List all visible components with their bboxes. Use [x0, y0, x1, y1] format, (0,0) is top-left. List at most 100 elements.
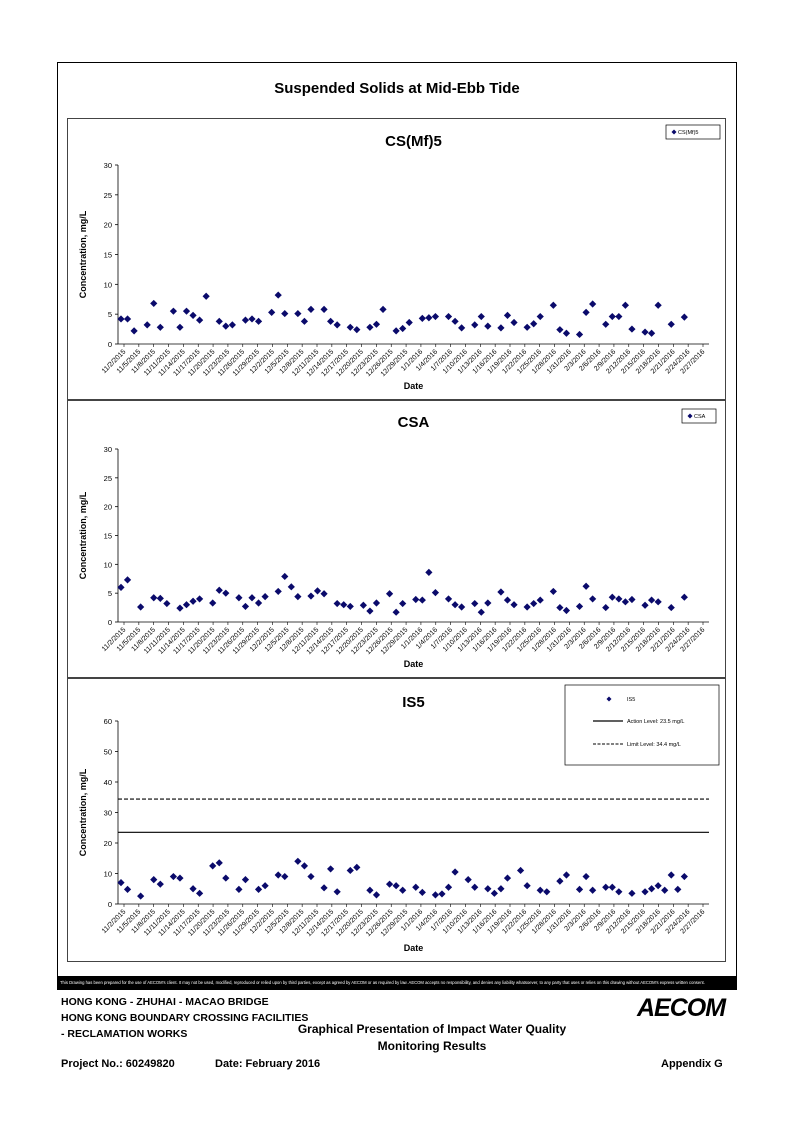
legend-box — [665, 124, 721, 140]
data-point — [425, 568, 433, 577]
data-point — [621, 598, 629, 606]
data-point — [438, 890, 446, 898]
data-point — [444, 883, 453, 891]
data-point — [176, 323, 184, 331]
data-point — [196, 316, 204, 324]
data-point — [621, 301, 629, 309]
data-point — [150, 299, 158, 308]
data-point — [471, 599, 479, 608]
data-point — [451, 868, 459, 876]
data-point — [471, 321, 479, 329]
legend-label: Limit Level: 34.4 mg/L — [627, 742, 681, 748]
data-point — [372, 891, 381, 899]
data-point — [130, 327, 138, 335]
data-point — [169, 307, 178, 315]
data-point — [300, 862, 309, 870]
data-point — [667, 603, 675, 612]
y-tick-label: 15 — [104, 251, 112, 260]
y-tick-label: 15 — [104, 532, 112, 541]
data-point — [123, 315, 132, 323]
data-point — [418, 596, 426, 604]
data-point — [261, 593, 269, 601]
data-point — [602, 603, 610, 612]
data-point — [274, 587, 282, 596]
data-point — [222, 874, 230, 882]
data-point — [608, 883, 616, 891]
x-axis-label: Date — [404, 381, 424, 391]
data-point — [254, 885, 263, 893]
data-point — [654, 301, 662, 309]
x-axis-label: Date — [404, 943, 424, 953]
data-point — [608, 312, 616, 321]
data-point — [582, 872, 590, 881]
data-point — [399, 324, 407, 333]
data-point — [497, 885, 505, 893]
y-tick-label: 5 — [108, 589, 112, 598]
y-tick-label: 0 — [108, 900, 112, 909]
legend-label: Action Level: 23.5 mg/L — [627, 719, 684, 725]
data-point — [333, 599, 341, 608]
data-point — [536, 312, 544, 321]
data-point — [589, 886, 597, 894]
data-point — [516, 866, 525, 875]
data-point — [366, 886, 374, 894]
data-point — [189, 885, 197, 893]
legend-marker — [671, 129, 677, 135]
report-date: Date: February 2016 — [215, 1058, 321, 1070]
data-point — [392, 608, 400, 616]
data-point — [196, 889, 204, 897]
y-tick-label: 20 — [104, 221, 112, 230]
data-point — [582, 308, 590, 316]
data-point — [523, 323, 531, 331]
data-point — [137, 892, 145, 900]
chart-panel-cs-mf5: CS(Mf)5 0 5 10 15 20 25 30 Concentration, mg/L 11… — [67, 118, 726, 400]
data-point — [444, 312, 453, 321]
data-point — [333, 888, 341, 896]
data-point — [294, 857, 302, 865]
project-name-line2: HONG KONG BOUNDARY CROSSING FACILITIES — [61, 1012, 309, 1024]
aecom-logo: AECOM — [637, 994, 726, 1022]
data-point — [346, 866, 354, 875]
data-point — [346, 323, 354, 331]
data-point — [575, 602, 584, 611]
data-point — [477, 608, 485, 616]
y-tick-label: 25 — [104, 474, 112, 483]
data-point — [385, 590, 394, 598]
data-point — [215, 317, 223, 325]
data-point — [281, 309, 289, 318]
data-point — [464, 876, 472, 884]
data-point — [536, 886, 544, 894]
data-point — [451, 601, 459, 609]
data-point — [209, 599, 217, 607]
data-point — [608, 593, 616, 601]
data-point — [241, 876, 250, 884]
data-point — [228, 321, 236, 329]
data-point — [484, 599, 492, 607]
data-point — [399, 599, 407, 608]
report-title-line2: Monitoring Results — [377, 1039, 487, 1053]
data-point — [536, 596, 544, 604]
disclaimer-bar: This Drawing has been prepared for the u… — [57, 976, 737, 990]
chart-panel-csa: CSA 0 5 10 15 20 25 30 Concentration, mg/L 11/2/2… — [67, 400, 726, 678]
y-tick-label: 10 — [104, 560, 112, 569]
legend-label: CS(Mf)5 — [678, 130, 698, 136]
data-point — [523, 882, 531, 890]
data-point — [575, 330, 584, 339]
y-tick-label: 0 — [108, 618, 112, 627]
data-point — [392, 327, 400, 335]
data-point — [562, 871, 571, 879]
data-point — [418, 888, 426, 897]
project-name-line3: - RECLAMATION WORKS — [61, 1028, 188, 1040]
chart-panel-is5: IS5 0 10 20 30 40 50 60 Concentration, mg/L 11/2/… — [67, 678, 726, 962]
legend-label: IS5 — [627, 697, 635, 703]
data-point — [615, 595, 623, 603]
data-point — [313, 587, 322, 595]
data-point — [156, 323, 164, 331]
data-point — [241, 316, 250, 324]
data-point — [261, 882, 269, 890]
data-point — [150, 594, 158, 602]
data-point — [307, 592, 315, 600]
data-point — [320, 590, 328, 598]
